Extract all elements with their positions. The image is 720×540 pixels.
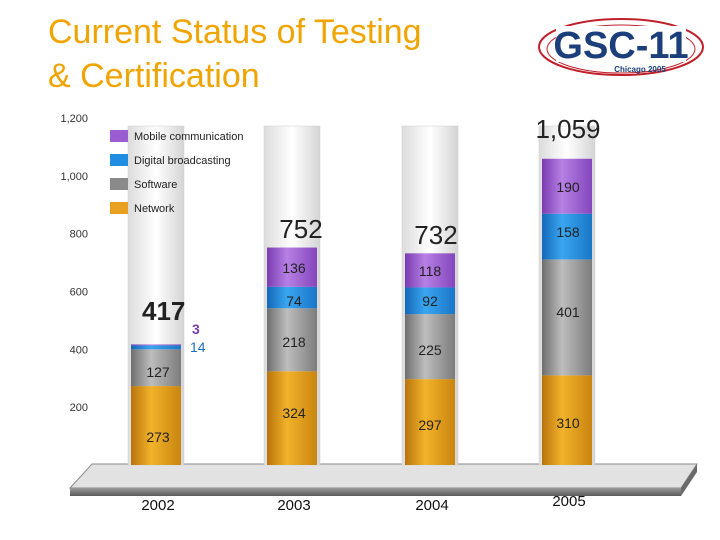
slide-title: Current Status of Testing & Certificatio… — [48, 10, 508, 98]
data-label: 225 — [418, 342, 442, 358]
data-labels: 273 127 14 3 417 324 218 74 136 752 297 225 92 118 732… — [142, 114, 601, 445]
y-tick-label: 200 — [70, 402, 88, 414]
slide-title-line2: & Certification — [48, 57, 260, 95]
bar-segment-digital-broadcasting-2005 — [542, 213, 592, 260]
y-axis: 200 400 600 800 1,000 1,200 — [60, 113, 88, 414]
bar-segment-digital-broadcasting-2002 — [131, 345, 181, 350]
bars — [131, 158, 592, 465]
legend-label: Software — [134, 179, 177, 191]
x-tick-label: 2003 — [277, 497, 310, 514]
data-label: 417 — [142, 296, 185, 326]
data-label: 310 — [556, 415, 580, 431]
slide-title-line1: Current Status of Testing — [48, 13, 422, 51]
x-tick-label: 2005 — [552, 493, 585, 510]
bar-segment-software-2004 — [405, 314, 455, 380]
logo-swoosh-inner — [546, 24, 696, 74]
bar-segment-mobile-communication-2003 — [267, 247, 317, 287]
bar-backgrounds — [127, 125, 596, 466]
legend-label: Mobile communication — [134, 131, 243, 143]
legend-swatch — [110, 202, 128, 214]
logo-subtitle: Chicago 2005 — [614, 65, 666, 74]
logo-swoosh-outer — [538, 18, 704, 76]
data-label: 3 — [192, 321, 200, 337]
floor-side — [681, 464, 697, 496]
logo-text: GSC-11 — [553, 25, 688, 67]
data-label: 324 — [282, 405, 306, 421]
legend-label: Network — [134, 203, 175, 215]
bar-segment-mobile-communication-2005 — [542, 158, 592, 214]
data-label: 190 — [556, 179, 580, 195]
bar-segment-software-2002 — [131, 349, 181, 387]
data-label: 127 — [146, 364, 170, 380]
data-label: 752 — [279, 214, 322, 244]
bar-segment-mobile-communication-2004 — [405, 253, 455, 288]
y-tick-label: 400 — [70, 344, 88, 356]
legend: Mobile communication Digital broadcasting… — [110, 130, 243, 215]
data-label: 136 — [282, 260, 306, 276]
bar-segment-network-2004 — [405, 379, 455, 465]
floor-front — [70, 488, 681, 496]
y-tick-label: 800 — [70, 229, 88, 241]
legend-swatch — [110, 130, 128, 142]
data-label: 732 — [414, 220, 457, 250]
x-tick-label: 2002 — [141, 497, 174, 514]
data-label: 158 — [556, 224, 580, 240]
data-label: 1,059 — [535, 114, 600, 144]
y-tick-label: 1,200 — [60, 113, 88, 125]
bar-segment-software-2005 — [542, 259, 592, 376]
legend-label: Digital broadcasting — [134, 155, 231, 167]
y-tick-label: 1,000 — [60, 171, 88, 183]
bar-segment-digital-broadcasting-2004 — [405, 287, 455, 315]
bar-segment-mobile-communication-2002 — [131, 344, 181, 346]
floor-top — [68, 463, 698, 489]
data-label: 273 — [146, 429, 170, 445]
data-label: 74 — [286, 293, 302, 309]
y-tick-label: 600 — [70, 287, 88, 299]
legend-swatch — [110, 154, 128, 166]
chart-floor — [68, 463, 698, 496]
data-label: 14 — [190, 339, 206, 355]
data-label: 92 — [422, 293, 438, 309]
gsc-logo: GSC-11 Chicago 2005 — [538, 18, 704, 76]
bar-segment-network-2003 — [267, 371, 317, 465]
logo-backdrop — [556, 26, 686, 62]
data-label: 118 — [419, 263, 442, 279]
bar-segment-network-2002 — [131, 386, 181, 465]
data-label: 401 — [556, 304, 580, 320]
bar-segment-network-2005 — [542, 375, 592, 465]
legend-swatch — [110, 178, 128, 190]
bar-segment-digital-broadcasting-2003 — [267, 286, 317, 309]
x-tick-label: 2004 — [415, 497, 448, 514]
bar-segment-software-2003 — [267, 308, 317, 372]
x-axis-labels: 2002 2003 2004 2005 — [141, 493, 585, 514]
data-label: 297 — [418, 417, 442, 433]
data-label: 218 — [282, 334, 306, 350]
